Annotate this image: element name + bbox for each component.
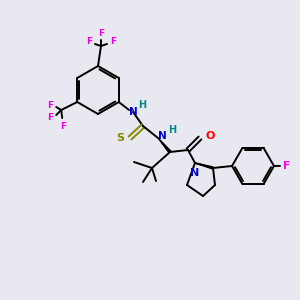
Text: F: F: [110, 38, 116, 46]
Text: O: O: [205, 131, 214, 141]
Text: N: N: [158, 131, 166, 141]
Text: H: H: [138, 100, 146, 110]
Text: N: N: [190, 168, 200, 178]
Text: F: F: [47, 101, 53, 110]
Text: F: F: [60, 122, 66, 131]
Text: H: H: [168, 125, 176, 135]
Text: S: S: [116, 133, 124, 143]
Text: N: N: [129, 107, 137, 117]
Text: F: F: [98, 29, 104, 38]
Text: F: F: [283, 161, 290, 171]
Text: F: F: [47, 113, 53, 122]
Polygon shape: [158, 138, 171, 153]
Text: F: F: [86, 38, 92, 46]
Polygon shape: [195, 163, 213, 169]
